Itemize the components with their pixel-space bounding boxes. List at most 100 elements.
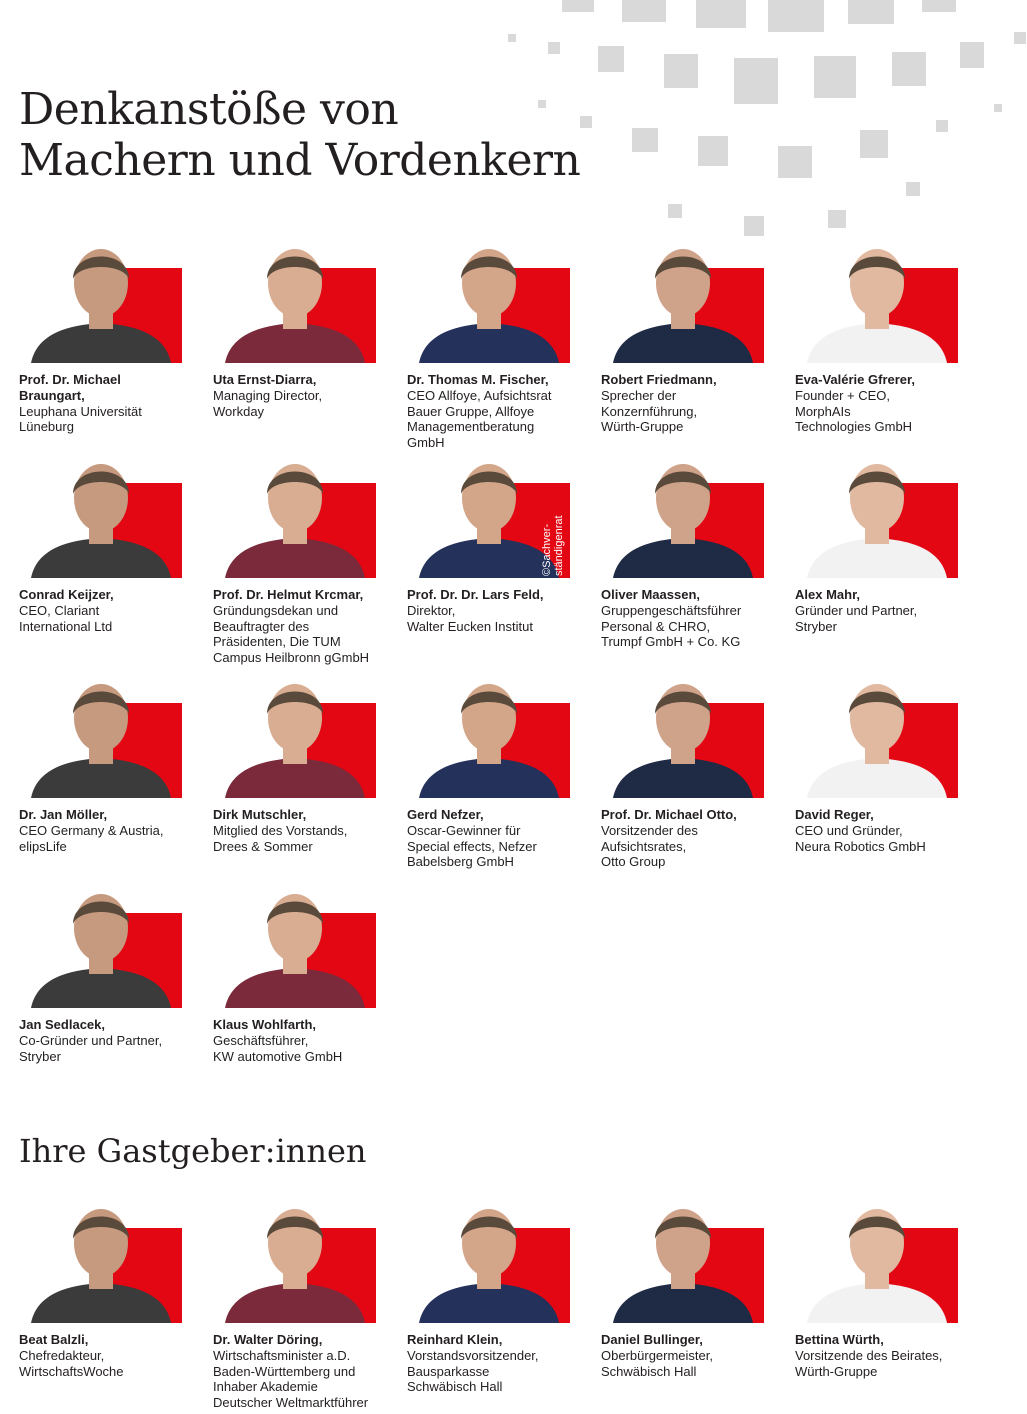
portrait	[613, 684, 753, 798]
role-line: Neura Robotics GmbH	[795, 838, 926, 854]
role-line: CEO, Clariant	[19, 602, 100, 618]
photo	[407, 233, 570, 363]
role-line: Inhaber Akademie	[213, 1379, 318, 1395]
role-line: WirtschaftsWoche	[19, 1363, 124, 1379]
person-card: Alex Mahr, Gründer und Partner, Stryber	[795, 448, 965, 634]
person-card: Dr. Jan Möller, CEO Germany & Austria, eli…	[19, 668, 189, 854]
person-card: Gerd Nefzer, Oscar-Gewinner für Special ef…	[407, 668, 577, 870]
photo	[213, 233, 376, 363]
portrait	[31, 1209, 171, 1323]
photo	[407, 668, 570, 798]
role-line: Vorsitzender des	[601, 822, 698, 838]
portrait	[31, 684, 171, 798]
caption: Jan Sedlacek, Co-Gründer und Partner, Stry…	[19, 1017, 187, 1064]
caption: Prof. Dr. Dr. Lars Feld, Direktor, Walter …	[407, 587, 575, 634]
photo	[213, 878, 376, 1008]
photo	[213, 1193, 376, 1323]
photo	[407, 1193, 570, 1323]
role-line: Stryber	[795, 618, 837, 634]
person-name: Robert Friedmann,	[601, 372, 717, 387]
caption: Klaus Wohlfarth, Geschäftsführer, KW autom…	[213, 1017, 381, 1064]
decoration	[508, 0, 1026, 236]
role-line: Bausparkasse	[407, 1363, 490, 1379]
person-name: Beat Balzli,	[19, 1332, 89, 1347]
person-name: Eva-Valérie Gfrerer,	[795, 372, 915, 387]
person-name: Dr. Walter Döring,	[213, 1332, 323, 1347]
portrait	[225, 464, 365, 578]
person-name: Bettina Würth,	[795, 1332, 884, 1347]
role-line: Stryber	[19, 1048, 61, 1064]
role-line: Chefredakteur,	[19, 1347, 105, 1363]
person-name: Jan Sedlacek,	[19, 1017, 105, 1032]
role-line: Würth-Gruppe	[601, 419, 684, 435]
photo	[213, 448, 376, 578]
role-line: Gründungsdekan und	[213, 602, 339, 618]
portrait	[807, 684, 947, 798]
photo	[19, 668, 182, 798]
person-name: David Reger,	[795, 807, 874, 822]
photo-credit: ©Sachver-ständigenrat	[541, 486, 565, 576]
portrait	[225, 894, 365, 1008]
photo	[601, 448, 764, 578]
person-card: Dr. Thomas M. Fischer, CEO Allfoye, Aufsi…	[407, 233, 577, 451]
role-line: Walter Eucken Institut	[407, 618, 533, 634]
role-line: CEO und Gründer,	[795, 822, 903, 838]
role-line: Deutscher Weltmarktführer	[213, 1395, 369, 1411]
photo	[795, 668, 958, 798]
person-card: Beat Balzli, Chefredakteur, WirtschaftsWoc…	[19, 1193, 189, 1379]
caption: Alex Mahr, Gründer und Partner, Stryber	[795, 587, 963, 634]
role-line: Campus Heilbronn gGmbH	[213, 650, 370, 666]
portrait	[419, 1209, 559, 1323]
photo	[213, 668, 376, 798]
person-card: David Reger, CEO und Gründer, Neura Roboti…	[795, 668, 965, 854]
person-card: Robert Friedmann, Sprecher der Konzernführ…	[601, 233, 771, 435]
role-line: Beauftragter des	[213, 618, 310, 634]
role-line: Founder + CEO,	[795, 387, 891, 403]
photo	[795, 233, 958, 363]
title-line: Machern und Vordenkern	[19, 135, 581, 186]
caption: Prof. Dr. Helmut Krcmar, Gründungsdekan u…	[213, 587, 381, 666]
title-line: Denkanstöße von	[19, 84, 399, 135]
role-line: Babelsberg GmbH	[407, 854, 514, 870]
person-card: Conrad Keijzer, CEO, Clariant Internationa…	[19, 448, 189, 634]
person-name: Prof. Dr. Michael Otto,	[601, 807, 737, 822]
person-name: Conrad Keijzer,	[19, 587, 114, 602]
portrait	[225, 249, 365, 363]
caption: Prof. Dr. Michael Braungart, Leuphana Uni…	[19, 372, 187, 435]
role-line: Sprecher der	[601, 387, 677, 403]
role-line: GmbH	[407, 435, 445, 451]
portrait	[807, 464, 947, 578]
role-line: International Ltd	[19, 618, 113, 634]
role-line: Bauer Gruppe, Allfoye	[407, 403, 535, 419]
portrait	[419, 464, 559, 578]
role-line: CEO Germany & Austria,	[19, 822, 164, 838]
photo	[19, 1193, 182, 1323]
person-name: Prof. Dr. Dr. Lars Feld,	[407, 587, 544, 602]
photo	[19, 878, 182, 1008]
caption: Dr. Jan Möller, CEO Germany & Austria, eli…	[19, 807, 187, 854]
portrait	[225, 684, 365, 798]
caption: Dirk Mutschler, Mitglied des Vorstands, Dr…	[213, 807, 381, 854]
role-line: Managementberatung	[407, 419, 535, 435]
person-card: Dirk Mutschler, Mitglied des Vorstands, Dr…	[213, 668, 383, 854]
person-card: Daniel Bullinger, Oberbürgermeister, Schwä…	[601, 1193, 771, 1379]
photo: ©Sachver-ständigenrat	[407, 448, 570, 578]
role-line: KW automotive GmbH	[213, 1048, 343, 1064]
person-card: ©Sachver-ständigenrat Prof. Dr. Dr. Lars …	[407, 448, 577, 634]
person-name: Dr. Thomas M. Fischer,	[407, 372, 549, 387]
person-card: Klaus Wohlfarth, Geschäftsführer, KW autom…	[213, 878, 383, 1064]
person-name: Klaus Wohlfarth,	[213, 1017, 317, 1032]
credit-line: ©Sachver-	[541, 523, 553, 576]
portrait	[419, 249, 559, 363]
photo	[795, 448, 958, 578]
caption: Reinhard Klein, Vorstandsvorsitzender, Bau…	[407, 1332, 575, 1395]
caption: Oliver Maassen, Gruppengeschäftsführer Per…	[601, 587, 769, 650]
photo	[19, 233, 182, 363]
portrait	[31, 894, 171, 1008]
role-line: Drees & Sommer	[213, 838, 313, 854]
portrait	[225, 1209, 365, 1323]
role-line: MorphAIs	[795, 403, 851, 419]
role-line: elipsLife	[19, 838, 67, 854]
role-line: Trumpf GmbH + Co. KG	[601, 634, 741, 650]
role-line: Vorsitzende des Beirates,	[795, 1347, 943, 1363]
